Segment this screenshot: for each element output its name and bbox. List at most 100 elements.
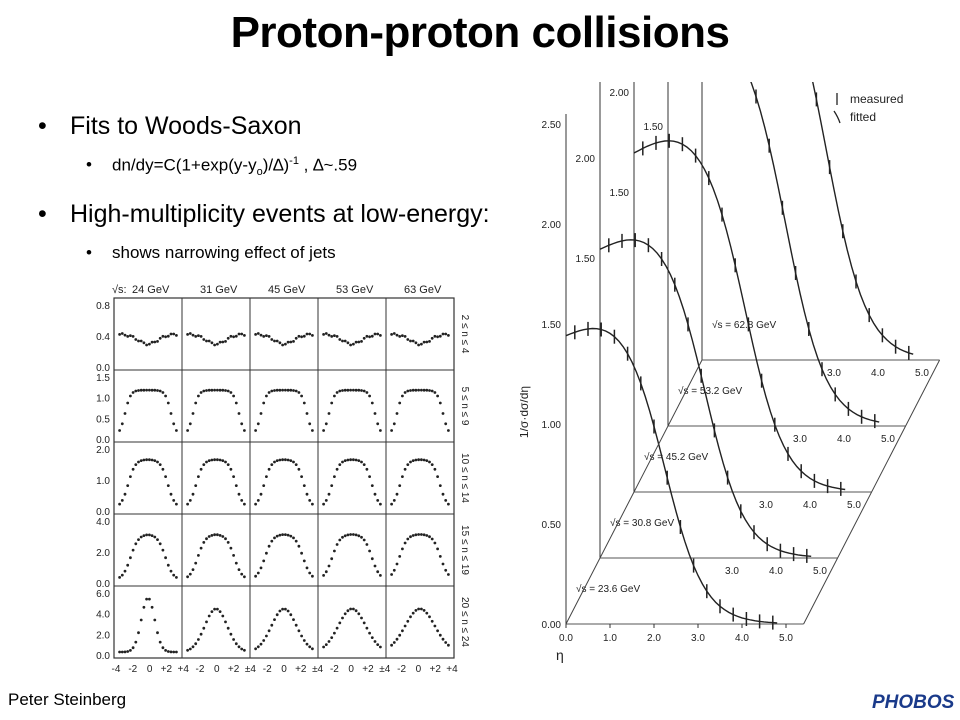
data-point [275, 534, 279, 538]
data-point [199, 467, 203, 471]
data-point [256, 422, 260, 426]
data-point [420, 388, 423, 392]
data-point [417, 388, 420, 392]
data-point [126, 335, 130, 338]
data-point [338, 538, 342, 542]
data-point [368, 631, 371, 635]
data-point [335, 391, 339, 394]
data-point [123, 412, 127, 415]
data-point [289, 340, 293, 344]
logo-text: PHOBOS [872, 692, 955, 713]
data-point [194, 335, 198, 338]
data-point [262, 559, 266, 563]
data-point [175, 429, 178, 432]
data-point [373, 492, 377, 496]
data-point [333, 475, 336, 478]
data-point [422, 609, 426, 612]
data-point [373, 332, 377, 336]
data-point [158, 389, 162, 393]
data-point [422, 458, 426, 462]
x-tick-label: +2 [429, 664, 441, 672]
data-point [254, 429, 257, 432]
data-point [403, 391, 407, 394]
data-point [205, 460, 208, 464]
data-point [305, 412, 309, 415]
data-point [232, 554, 236, 557]
data-point [349, 343, 352, 347]
data-point [161, 334, 165, 338]
data-point [430, 336, 434, 340]
data-point [194, 484, 198, 487]
data-point [420, 533, 423, 536]
x-tick-label: 5.0 [881, 434, 895, 445]
y-tick-label: 2.00 [610, 88, 630, 99]
data-point [256, 499, 260, 502]
y-tick-label: 1.5 [96, 373, 110, 384]
data-point [210, 341, 214, 345]
data-point [199, 335, 203, 338]
y-tick-label: 0.0 [96, 651, 110, 662]
data-point [333, 394, 336, 398]
data-point [166, 563, 170, 567]
x-tick-label: 3.0 [827, 368, 841, 379]
data-point [428, 389, 431, 392]
data-point [343, 388, 347, 392]
data-point [362, 463, 366, 466]
data-point [142, 341, 146, 345]
legend-marker-fitted [833, 110, 841, 124]
data-point [379, 502, 382, 506]
data-point [243, 648, 246, 652]
data-point [166, 401, 170, 405]
data-point [218, 340, 222, 344]
data-point [360, 389, 363, 392]
data-point [300, 335, 303, 339]
data-point [360, 535, 363, 539]
data-point [267, 467, 271, 471]
data-point [169, 650, 173, 654]
data-point [226, 541, 230, 544]
data-point [286, 609, 290, 613]
data-point [118, 502, 121, 506]
y-tick-label: 1.50 [542, 320, 562, 331]
data-point [352, 607, 355, 611]
data-point [398, 484, 402, 487]
data-point [150, 605, 154, 609]
data-point [221, 340, 225, 344]
data-point [129, 475, 132, 478]
data-point [164, 394, 167, 398]
data-point [289, 459, 293, 462]
data-point [256, 571, 260, 575]
data-point [357, 534, 361, 538]
data-point [148, 533, 151, 537]
data-point [330, 636, 334, 639]
fitted-curve [812, 82, 914, 355]
data-point [254, 647, 257, 651]
data-point [409, 339, 412, 343]
data-point [281, 533, 284, 536]
data-point [129, 334, 132, 337]
data-point [142, 605, 146, 609]
data-point [139, 535, 143, 539]
sub-bullet-narrowing: • shows narrowing effect of jets [38, 243, 558, 263]
data-point [302, 401, 306, 405]
data-point [224, 340, 227, 343]
data-point [150, 388, 154, 392]
data-point [161, 548, 165, 552]
data-point [438, 555, 442, 558]
data-point [327, 412, 331, 415]
data-point [281, 388, 284, 392]
data-point [349, 458, 352, 462]
data-point [120, 650, 124, 654]
data-point [365, 626, 369, 630]
x-tick-label: 4.0 [803, 500, 817, 511]
series-label: √s = 23.6 GeV [576, 583, 640, 595]
data-point [281, 607, 284, 611]
data-point [346, 341, 350, 345]
data-point [360, 460, 363, 464]
y-tick-label: 0.0 [96, 507, 110, 518]
data-point [210, 534, 214, 537]
formula-end: , ∆~.59 [298, 155, 358, 175]
column-label: 24 GeV [132, 284, 170, 296]
data-point [414, 388, 418, 392]
data-point [311, 647, 314, 651]
